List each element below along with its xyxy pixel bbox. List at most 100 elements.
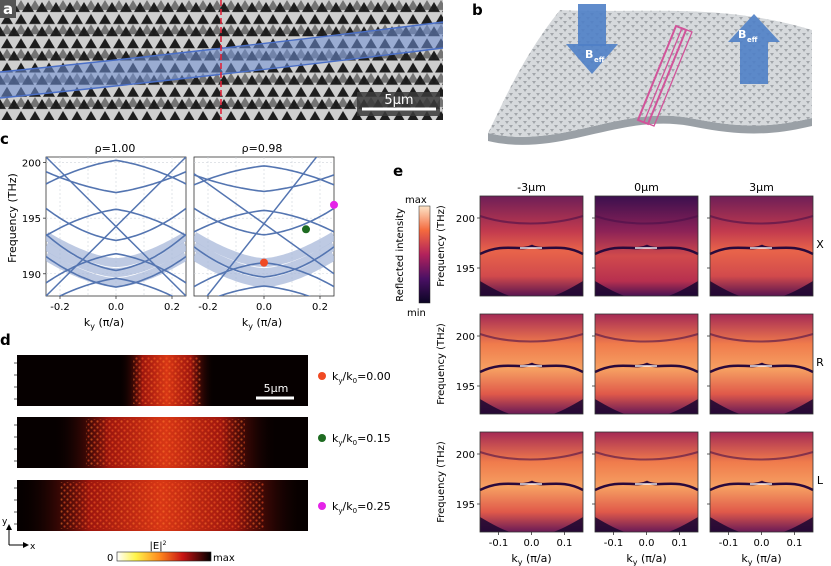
panel-d: d 5μm ky/k0=0.00 ky/k0=0.15 ky/k0=0.25 y x… <box>0 331 391 564</box>
c-xlabel-2: ky (π/a) <box>242 316 282 331</box>
x-tick-label: -0.1 <box>604 538 624 549</box>
dispersion-band <box>479 451 584 461</box>
panel-letter-a: a <box>3 0 13 18</box>
xy-axes-icon: y x <box>2 517 36 552</box>
heatmap-frame <box>709 313 814 415</box>
y-tick-label: 200 <box>22 159 41 170</box>
dark-region <box>553 281 583 296</box>
svg-text:ky (π/a): ky (π/a) <box>242 316 282 331</box>
x-tick-label: 0.2 <box>164 302 180 313</box>
svg-text:y: y <box>2 517 8 527</box>
dark-region <box>710 281 740 296</box>
row-label: R <box>816 356 824 369</box>
c-title-2: ρ=0.98 <box>242 142 283 155</box>
dark-region <box>480 281 510 296</box>
dispersion-band <box>709 333 814 343</box>
dispersion-band <box>709 451 814 461</box>
svg-text:B: B <box>738 28 746 41</box>
svg-text:|E|2: |E|2 <box>150 540 167 552</box>
field-speckle <box>85 419 245 466</box>
dark-region <box>783 281 813 296</box>
dark-region <box>710 399 740 414</box>
x-tick-label: 0.0 <box>754 538 770 549</box>
band-curve <box>194 165 334 186</box>
row-label: X <box>816 238 824 251</box>
dark-region <box>595 281 625 296</box>
y-tick-label: 195 <box>22 214 41 225</box>
dispersion-band <box>479 362 584 374</box>
x-tick-label: 0.0 <box>108 302 124 313</box>
y-tick-label: 200 <box>456 332 475 343</box>
band-curve <box>46 255 186 288</box>
legend-label: ky/k0=0.25 <box>332 500 391 515</box>
x-tick-label: -0.2 <box>50 302 70 313</box>
membrane-edge <box>488 115 812 145</box>
dispersion-band <box>594 362 699 374</box>
x-tick-label: 0.2 <box>312 302 328 313</box>
panel-letter-e: e <box>393 162 403 180</box>
e-xlabel: ky (π/a) <box>626 552 666 566</box>
y-tick-label: 200 <box>456 450 475 461</box>
dispersion-band <box>594 451 699 461</box>
e-ylabel: Frequency (THz) <box>436 441 447 523</box>
y-tick-label: 195 <box>456 500 475 511</box>
e-xlabel: ky (π/a) <box>741 552 781 566</box>
dark-region <box>783 399 813 414</box>
band-curve <box>217 285 311 296</box>
band-curve <box>46 207 186 242</box>
band-curve <box>194 174 334 193</box>
band-marker <box>330 200 338 209</box>
svg-text:eff: eff <box>747 36 758 44</box>
dark-region <box>668 517 698 532</box>
band-curve <box>46 233 186 272</box>
x-tick-label: 0.0 <box>524 538 540 549</box>
c-ylabel: Frequency (THz) <box>6 173 19 263</box>
panel-c: c Frequency (THz) ρ=1.00 ρ=0.98 -0.2 0.0 0… <box>0 130 338 331</box>
c-xlabel-1: ky (π/a) <box>84 316 124 331</box>
band-plot-rho-098: ρ=0.98 <box>193 142 338 297</box>
legend-dot <box>318 434 326 442</box>
row-label: L <box>817 474 824 487</box>
y-tick-label: 200 <box>456 214 475 225</box>
svg-text:B: B <box>585 48 593 61</box>
x-tick-label: -0.1 <box>489 538 509 549</box>
x-tick-label: 0.0 <box>256 302 272 313</box>
band-plot-rho-1: ρ=1.00 <box>45 142 187 297</box>
heatmap-frame <box>594 195 699 297</box>
dispersion-band <box>594 333 699 343</box>
field-speckle <box>133 357 201 404</box>
svg-text:eff: eff <box>594 56 605 64</box>
y-tick-label: 195 <box>456 264 475 275</box>
band-curve <box>46 252 186 284</box>
dispersion-band <box>479 215 584 225</box>
band-lines <box>46 157 186 296</box>
col-title: 3μm <box>749 181 774 194</box>
band-marker <box>302 225 310 234</box>
scalebar-a-label: 5μm <box>384 93 413 108</box>
svg-text:0: 0 <box>107 553 113 564</box>
svg-text:ky (π/a): ky (π/a) <box>84 316 124 331</box>
legend-label: ky/k0=0.15 <box>332 432 391 447</box>
dispersion-band <box>709 362 814 374</box>
band-curve <box>46 157 186 296</box>
panel-letter-d: d <box>0 331 11 349</box>
panel-b: b B eff B eff <box>472 1 812 145</box>
svg-text:max: max <box>213 553 235 564</box>
field-speckle <box>60 482 265 529</box>
e-xlabel: ky (π/a) <box>511 552 551 566</box>
legend-dot <box>318 372 326 380</box>
dark-region <box>553 399 583 414</box>
dispersion-band <box>479 244 584 256</box>
dark-region <box>595 399 625 414</box>
dispersion-band <box>709 244 814 256</box>
legend-label: ky/k0=0.00 <box>332 370 391 385</box>
band-curve <box>58 277 174 296</box>
arrow-up-icon: B eff <box>728 14 780 84</box>
band-marker <box>260 258 268 267</box>
band-curve <box>194 246 334 278</box>
dark-region <box>783 517 813 532</box>
x-tick-label: -0.2 <box>198 302 218 313</box>
heatmap-frame <box>479 195 584 297</box>
band-fill <box>194 242 334 278</box>
